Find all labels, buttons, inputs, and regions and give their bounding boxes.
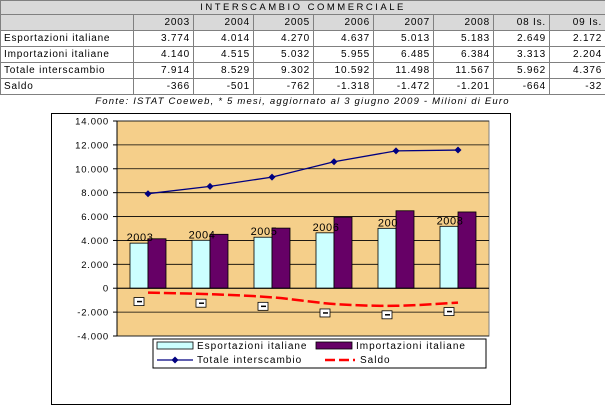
y-tick-label: 12.000 xyxy=(75,140,109,151)
point-totale xyxy=(330,158,338,166)
table-cell: -1.472 xyxy=(373,78,434,95)
bar-importazioni xyxy=(209,233,229,289)
category-label: 200 xyxy=(378,217,398,229)
category-label: 2004 xyxy=(189,229,216,241)
point-totale xyxy=(268,173,276,181)
source-note: Fonte: ISTAT Coeweb, * 5 mesi, aggiornat… xyxy=(95,96,510,107)
header-cell: 2008 xyxy=(433,14,494,31)
point-totale xyxy=(454,146,462,154)
legend-label-saldo: Saldo xyxy=(360,355,391,366)
trade-table: INTERSCAMBIO COMMERCIALE 2003 2004 2005 … xyxy=(0,0,605,95)
bar-importazioni xyxy=(147,238,167,289)
y-tick-label: 4.000 xyxy=(81,236,109,247)
legend-swatch-esportazioni xyxy=(156,341,194,350)
legend-marker-totale xyxy=(171,356,179,364)
category-label: 2008 xyxy=(437,215,464,227)
legend-label-esportazioni: Esportazioni italiane xyxy=(197,341,308,352)
header-cell: 2004 xyxy=(193,14,254,31)
table-row: Totale interscambio 7.914 8.529 9.302 10… xyxy=(0,62,605,79)
y-tick-label: -4.000 xyxy=(77,332,109,343)
legend-label-totale: Totale interscambio xyxy=(197,355,302,366)
y-tick-label: 8.000 xyxy=(81,188,109,199)
y-tick-label: 6.000 xyxy=(81,212,109,223)
header-cell xyxy=(0,14,134,31)
legend-swatch-importazioni xyxy=(315,341,353,350)
bar-esportazioni xyxy=(129,242,149,289)
header-cell: 2006 xyxy=(313,14,374,31)
table-title: INTERSCAMBIO COMMERCIALE xyxy=(0,0,605,15)
bar-esportazioni xyxy=(253,236,273,289)
row-label: Saldo xyxy=(0,78,134,95)
table-cell: -1.201 xyxy=(433,78,494,95)
table-header-row: 2003 2004 2005 2006 2007 2008 08 Is. 09 … xyxy=(0,14,605,31)
table-row: Importazioni italiane 4.140 4.515 5.032 … xyxy=(0,46,605,63)
category-label: 2006 xyxy=(313,222,340,234)
table-cell: -1.318 xyxy=(313,78,374,95)
y-tick-label: 10.000 xyxy=(75,164,109,175)
table-cell: -32 xyxy=(548,78,605,95)
legend-label-importazioni: Importazioni italiane xyxy=(356,341,466,352)
category-label: 2003 xyxy=(127,232,154,244)
bar-esportazioni xyxy=(315,232,335,289)
table-row: Saldo -366 -501 -762 -1.318 -1.472 -1.20… xyxy=(0,78,605,95)
table-cell: -664 xyxy=(493,78,550,95)
bar-esportazioni xyxy=(191,239,211,289)
bar-esportazioni xyxy=(377,227,397,289)
category-label: 2005 xyxy=(251,226,278,238)
y-tick-label: 14.000 xyxy=(75,117,109,128)
bar-esportazioni xyxy=(439,225,459,289)
header-cell: 2003 xyxy=(133,14,194,31)
table-title-row: INTERSCAMBIO COMMERCIALE xyxy=(0,0,605,15)
point-totale xyxy=(144,190,152,198)
point-totale xyxy=(206,182,214,190)
y-tick-label: 2.000 xyxy=(81,260,109,271)
table-cell: -762 xyxy=(253,78,314,95)
plot-area xyxy=(116,120,490,337)
bar-importazioni xyxy=(395,210,415,289)
y-tick-label: 0 xyxy=(103,284,109,295)
point-totale xyxy=(392,147,400,155)
header-cell: 08 Is. xyxy=(493,14,550,31)
header-cell: 2007 xyxy=(373,14,434,31)
line-totale xyxy=(147,149,459,195)
line-saldo xyxy=(147,291,459,308)
y-tick-label: -2.000 xyxy=(77,308,109,319)
